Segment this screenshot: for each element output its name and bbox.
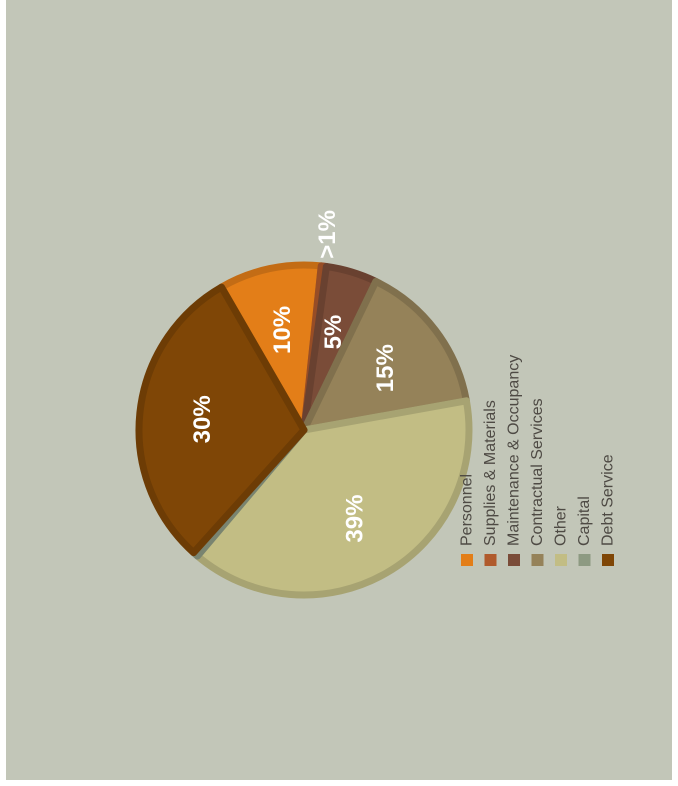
legend-swatch-personnel bbox=[461, 554, 473, 566]
legend: Personnel Supplies & Materials Maintenance… bbox=[459, 355, 617, 566]
legend-swatch-contractual-services bbox=[531, 554, 544, 566]
legend-label-maintenance-occupancy: Maintenance & Occupancy bbox=[506, 355, 523, 546]
pie-labels: 10% >1% 5% 15% 39% 30% bbox=[189, 210, 399, 543]
pie-slice-contractual-services bbox=[300, 277, 470, 434]
legend-label-supplies-materials: Supplies & Materials bbox=[482, 400, 499, 546]
slice-label-other: 39% bbox=[342, 495, 369, 543]
legend-label-capital: Capital bbox=[576, 496, 593, 546]
slice-label-debt-service: 30% bbox=[189, 395, 216, 443]
legend-swatch-capital bbox=[578, 554, 591, 566]
legend-swatch-debt-service bbox=[602, 554, 614, 566]
pie-slice-personnel bbox=[218, 261, 325, 434]
pie-slice-debt-service bbox=[135, 283, 308, 557]
slice-label-maintenance-occupancy: 5% bbox=[320, 315, 347, 350]
legend-label-other: Other bbox=[553, 505, 570, 546]
legend-label-personnel: Personnel bbox=[459, 474, 476, 546]
slice-label-personnel: 10% bbox=[269, 306, 296, 354]
legend-swatch-supplies-materials bbox=[484, 554, 497, 566]
legend-swatch-other bbox=[555, 554, 567, 566]
slice-label-supplies-materials: >1% bbox=[314, 210, 341, 259]
pie-slices bbox=[135, 261, 473, 599]
slice-label-contractual-services: 15% bbox=[372, 344, 399, 392]
pie-slice-other bbox=[193, 397, 473, 599]
legend-swatch-maintenance-occupancy bbox=[508, 554, 520, 566]
legend-label-debt-service: Debt Service bbox=[600, 454, 617, 546]
legend-label-contractual-services: Contractual Services bbox=[529, 398, 546, 546]
